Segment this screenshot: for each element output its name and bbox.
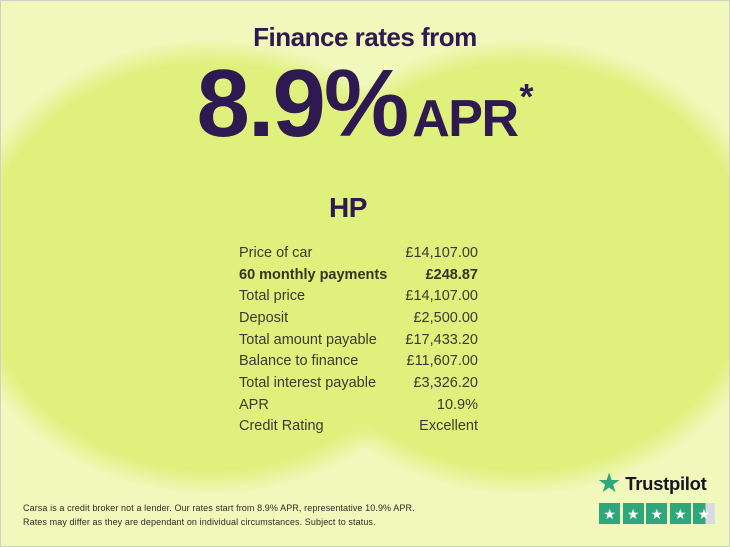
- disclaimer-text: Carsa is a credit broker not a lender. O…: [23, 501, 493, 530]
- trustpilot-widget: ★ Trustpilot ★ ★ ★ ★ ★: [597, 468, 717, 525]
- promo-title: Finance rates from: [253, 22, 477, 52]
- star-icon: ★: [674, 505, 687, 522]
- star-icon: ★: [697, 505, 711, 522]
- table-row: Total amount payable £17,433.20: [239, 329, 478, 351]
- disclaimer-line-2: Rates may differ as they are dependant o…: [23, 517, 376, 528]
- trustpilot-logo: ★ Trustpilot: [597, 468, 717, 498]
- row-value: Excellent: [419, 418, 478, 435]
- row-label: APR: [239, 396, 269, 413]
- row-label: 60 monthly payments: [239, 266, 388, 283]
- row-label: Total price: [239, 288, 306, 305]
- row-value: £11,607.00: [406, 353, 479, 370]
- table-row: Total price £14,107.00: [239, 285, 478, 307]
- row-label: Deposit: [239, 309, 289, 326]
- row-value: £2,500.00: [413, 309, 478, 326]
- rating-star-box: ★: [669, 503, 691, 525]
- row-label: Total amount payable: [239, 331, 377, 348]
- row-label: Credit Rating: [239, 418, 324, 435]
- rate-value: 8.9%: [196, 50, 409, 157]
- row-value: 10.9%: [436, 396, 478, 413]
- row-label: Price of car: [239, 244, 313, 261]
- trustpilot-rating-stars: ★ ★ ★ ★ ★: [599, 503, 717, 525]
- row-value: £248.87: [425, 266, 478, 283]
- rating-star-box-partial: ★: [693, 503, 715, 525]
- trustpilot-star-icon: ★: [597, 468, 622, 498]
- table-row: Price of car £14,107.00: [239, 242, 478, 264]
- star-icon: ★: [650, 505, 664, 522]
- table-row: Total interest payable £3,326.20: [239, 372, 478, 394]
- table-row: Deposit £2,500.00: [239, 307, 478, 329]
- row-label: Balance to finance: [239, 353, 359, 370]
- apr-asterisk: *: [519, 76, 534, 117]
- table-row: Credit Rating Excellent: [239, 416, 478, 438]
- table-row-monthly-payment: 60 monthly payments £248.87: [239, 264, 478, 286]
- rating-star-box: ★: [622, 503, 644, 525]
- rating-star-box: ★: [646, 503, 668, 525]
- product-title: HP: [329, 192, 367, 223]
- table-row: Balance to finance £11,607.00: [239, 350, 478, 372]
- row-value: £14,107.00: [405, 288, 478, 305]
- rating-star-box: ★: [599, 503, 621, 525]
- star-icon: ★: [603, 505, 616, 522]
- disclaimer-line-1: Carsa is a credit broker not a lender. O…: [23, 503, 415, 513]
- row-value: £3,326.20: [413, 374, 478, 391]
- row-label: Total interest payable: [239, 374, 377, 391]
- apr-label: APR: [412, 90, 519, 148]
- table-row: APR 10.9%: [239, 394, 478, 416]
- rate-line: 8.9% APR *: [1, 56, 729, 152]
- finance-table: Price of car £14,107.00 60 monthly payme…: [239, 242, 478, 437]
- row-value: £14,107.00: [405, 244, 478, 261]
- trustpilot-brand-name: Trustpilot: [625, 473, 707, 494]
- row-value: £17,433.20: [405, 331, 478, 348]
- star-icon: ★: [626, 505, 640, 522]
